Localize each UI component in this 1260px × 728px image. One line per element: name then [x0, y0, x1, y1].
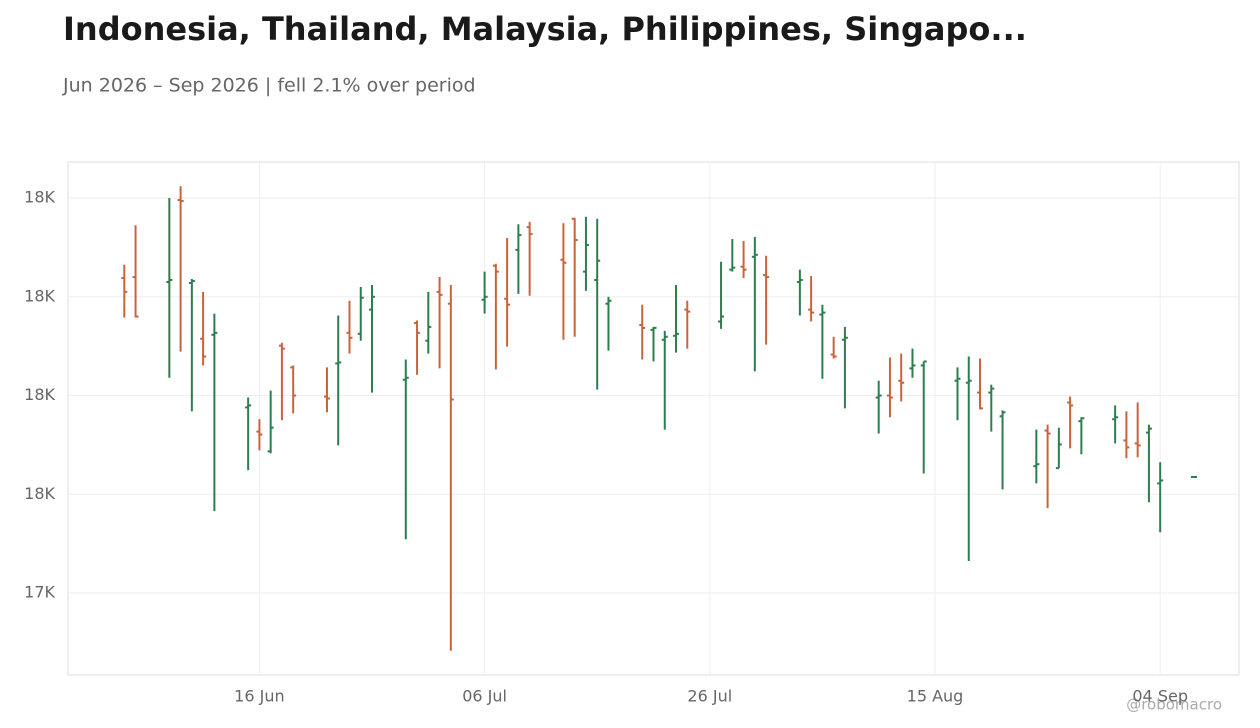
watermark: @robomacro: [1126, 696, 1222, 714]
chart-subtitle: Jun 2026 – Sep 2026 | fell 2.1% over per…: [62, 75, 476, 97]
x-tick-label: 16 Jun: [234, 687, 284, 706]
x-tick-label: 26 Jul: [687, 687, 732, 706]
y-tick-label: 18K: [24, 286, 55, 305]
x-tick-label: 15 Aug: [907, 687, 964, 706]
y-tick-label: 18K: [24, 385, 55, 404]
y-tick-label: 18K: [24, 188, 55, 207]
plot-frame: [67, 161, 1240, 676]
x-tick-label: 06 Jul: [462, 687, 507, 706]
chart-title: Indonesia, Thailand, Malaysia, Philippin…: [63, 10, 1027, 48]
x-tick-label: 04 Sep: [1132, 687, 1188, 706]
y-tick-label: 18K: [24, 484, 55, 503]
y-tick-label: 17K: [24, 583, 55, 602]
